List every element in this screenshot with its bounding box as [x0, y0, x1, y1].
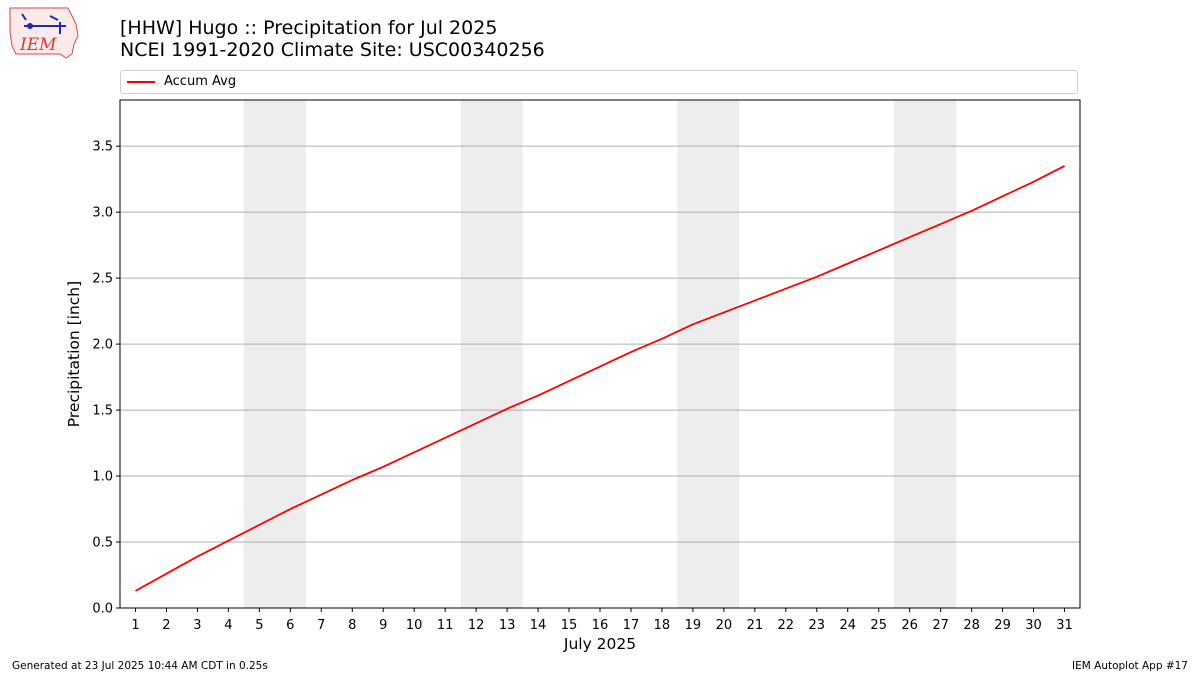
x-tick-label: 29	[994, 618, 1011, 633]
x-tick-label: 4	[224, 618, 232, 633]
logo-text: IEM	[19, 35, 57, 55]
y-tick-label: 3.5	[92, 140, 113, 155]
x-tick-label: 12	[468, 618, 485, 633]
x-tick-label: 21	[747, 618, 764, 633]
series-line-accum-avg	[135, 165, 1065, 592]
weekend-band-2	[460, 100, 523, 608]
x-tick-label: 18	[654, 618, 671, 633]
x-tick-label: 14	[530, 618, 547, 633]
x-tick-label: 30	[1025, 618, 1042, 633]
x-tick-label: 17	[623, 618, 640, 633]
x-tick-label: 6	[286, 618, 294, 633]
y-tick-label: 1.5	[92, 404, 113, 419]
y-tick-label: 1.0	[92, 470, 113, 485]
footer-app-id: IEM Autoplot App #17	[1072, 660, 1188, 672]
y-tick-label: 3.0	[92, 206, 113, 221]
x-tick-label: 1	[131, 618, 139, 633]
x-tick-label: 16	[592, 618, 609, 633]
iem-logo: IEM	[9, 7, 79, 59]
x-tick-label: 8	[348, 618, 356, 633]
weather-station-icon	[21, 13, 66, 34]
x-tick-label: 7	[317, 618, 325, 633]
legend-label-accum-avg: Accum Avg	[164, 74, 237, 89]
x-tick-label: 22	[778, 618, 795, 633]
x-tick-label: 2	[162, 618, 170, 633]
y-tick-label: 0.5	[92, 536, 113, 551]
weekend-band-3	[677, 100, 740, 608]
x-tick-label: 9	[379, 618, 387, 633]
x-tick-label: 13	[499, 618, 516, 633]
plot-frame	[119, 99, 1081, 609]
footer-generated-text: Generated at 23 Jul 2025 10:44 AM CDT in…	[12, 660, 268, 672]
x-tick-label: 23	[809, 618, 826, 633]
x-tick-label: 3	[193, 618, 201, 633]
x-tick-label: 25	[870, 618, 887, 633]
weekend-band-4	[894, 100, 957, 608]
precipitation-chart: 0.00.51.01.52.02.53.03.51 2 3 4 5 6 7 8 9 10 11 12 1…	[65, 99, 1081, 653]
x-tick-label: 5	[255, 618, 263, 633]
x-axis-label: July 2025	[563, 635, 636, 653]
x-tick-label: 15	[561, 618, 578, 633]
x-tick-label: 27	[932, 618, 949, 633]
x-tick-label: 24	[839, 618, 856, 633]
y-tick-label: 0.0	[92, 602, 113, 617]
x-tick-label: 20	[716, 618, 733, 633]
x-tick-label: 28	[963, 618, 980, 633]
x-tick-label: 19	[685, 618, 702, 633]
iowa-outline-icon	[9, 7, 79, 59]
x-tick-label: 31	[1056, 618, 1073, 633]
y-tick-label: 2.0	[92, 338, 113, 353]
chart-subtitle: NCEI 1991-2020 Climate Site: USC00340256	[120, 39, 545, 61]
weekend-band-1	[243, 100, 306, 608]
x-tick-label: 10	[406, 618, 423, 633]
chart-title: [HHW] Hugo :: Precipitation for Jul 2025	[120, 17, 498, 39]
legend: Accum Avg	[120, 70, 1078, 94]
x-tick-label: 11	[437, 618, 454, 633]
y-tick-label: 2.5	[92, 272, 113, 287]
x-tick-label: 26	[901, 618, 918, 633]
y-axis-label: Precipitation [inch]	[65, 281, 83, 427]
legend-swatch-accum-avg	[127, 81, 155, 83]
